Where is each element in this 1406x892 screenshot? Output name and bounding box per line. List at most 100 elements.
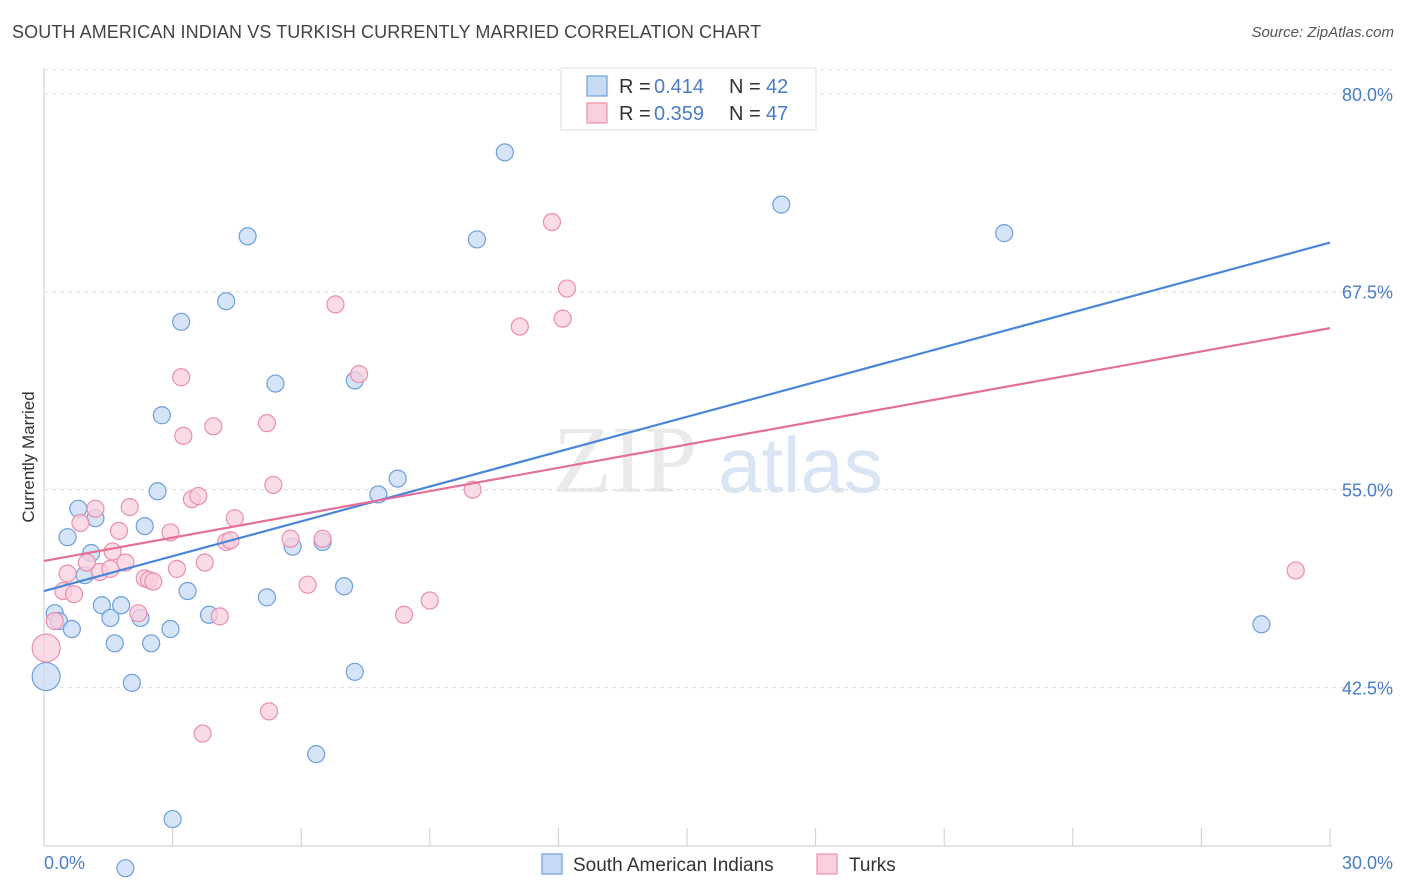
series-legend-swatch-blue: [541, 853, 563, 875]
y-axis-title: Currently Married: [19, 391, 38, 522]
point-south-american-indians: [345, 662, 364, 681]
point-turks: [394, 605, 414, 624]
point-south-american-indians: [161, 619, 180, 639]
grid-lines: [44, 69, 1392, 689]
point-turks: [510, 317, 529, 336]
point-turks: [326, 295, 345, 314]
point-south-american-indians: [58, 528, 77, 547]
point-turks: [349, 364, 369, 384]
point-turks: [463, 480, 482, 499]
point-turks: [420, 591, 439, 610]
point-turks: [45, 612, 64, 631]
point-south-american-indians: [101, 608, 120, 628]
point-south-american-indians: [238, 227, 257, 246]
legend-r-value-blue: 0.414: [654, 76, 704, 98]
x-tick-label-max: 30.0%: [1342, 853, 1393, 873]
point-turks: [557, 279, 577, 298]
point-south-american-indians: [163, 809, 182, 829]
point-turks: [553, 309, 572, 328]
point-turks: [174, 426, 193, 445]
point-turks: [204, 417, 223, 436]
point-south-american-indians: [172, 312, 191, 331]
trend-line-south-american-indians: [43, 241, 1331, 593]
point-turks: [257, 414, 277, 433]
point-south-american-indians: [334, 577, 354, 596]
point-turks: [144, 572, 163, 591]
source-label: Source: ZipAtlas.com: [1251, 24, 1394, 41]
y-tick-label: 42.5%: [1342, 679, 1393, 699]
point-turks: [542, 212, 562, 232]
point-turks: [1286, 561, 1305, 580]
point-south-american-indians: [1252, 615, 1271, 634]
point-turks: [71, 513, 90, 533]
x-tick-marks: [43, 828, 1331, 846]
point-turks: [172, 368, 191, 387]
legend-n-value-blue: 42: [766, 76, 788, 98]
series-turks-points: [31, 212, 1305, 743]
point-turks: [31, 633, 61, 663]
point-south-american-indians: [31, 661, 61, 692]
point-south-american-indians: [112, 596, 131, 615]
series-legend-label-pink: Turks: [849, 855, 896, 876]
legend-n-label-blue: N =: [729, 76, 761, 98]
point-south-american-indians: [388, 469, 407, 488]
point-south-american-indians: [217, 292, 236, 311]
y-tick-label: 67.5%: [1342, 283, 1393, 303]
point-turks: [64, 585, 84, 604]
point-south-american-indians: [116, 859, 135, 878]
point-turks: [210, 607, 229, 626]
legend-r-value-pink: 0.359: [654, 103, 704, 125]
point-south-american-indians: [467, 230, 487, 249]
legend-n-label-pink: N =: [729, 103, 761, 125]
y-tick-labels: 80.0% 67.5% 55.0% 42.5%: [1342, 85, 1393, 699]
point-turks: [58, 564, 77, 583]
point-turks: [264, 475, 283, 495]
series-south-american-indians-points: [31, 143, 1271, 878]
point-south-american-indians: [266, 374, 285, 393]
point-turks: [281, 529, 300, 548]
point-south-american-indians: [178, 581, 197, 601]
point-turks: [313, 529, 332, 548]
point-south-american-indians: [62, 619, 81, 639]
legend-swatch-blue: [586, 75, 608, 97]
point-south-american-indians: [142, 634, 161, 653]
watermark: ZIP atlas: [553, 406, 883, 513]
point-south-american-indians: [307, 745, 326, 764]
point-south-american-indians: [122, 673, 141, 692]
chart-title: SOUTH AMERICAN INDIAN VS TURKISH CURRENT…: [12, 22, 762, 42]
trend-line-turks: [43, 327, 1331, 563]
legend-r-label-pink: R =: [619, 103, 651, 125]
point-turks: [298, 575, 317, 594]
legend-swatch-pink: [586, 102, 608, 124]
point-south-american-indians: [92, 596, 111, 615]
point-turks: [109, 521, 129, 540]
point-south-american-indians: [772, 195, 791, 214]
watermark-zip: ZIP: [553, 406, 697, 513]
point-turks: [195, 553, 214, 572]
legend-r-label-blue: R =: [619, 76, 651, 98]
series-legend-label-blue: South American Indians: [573, 855, 774, 876]
point-south-american-indians: [105, 634, 124, 653]
trend-lines: [43, 241, 1331, 593]
point-south-american-indians: [257, 588, 277, 607]
point-south-american-indians: [135, 516, 154, 536]
point-south-american-indians: [148, 482, 167, 501]
point-turks: [259, 702, 279, 721]
series-legend: South American Indians Turks: [541, 853, 896, 876]
point-south-american-indians: [152, 406, 171, 425]
series-legend-swatch-pink: [816, 853, 838, 875]
y-tick-label: 80.0%: [1342, 85, 1393, 105]
watermark-atlas: atlas: [718, 421, 883, 509]
point-turks: [129, 604, 148, 623]
point-turks: [86, 499, 105, 518]
x-tick-label-min: 0.0%: [44, 853, 85, 873]
point-turks: [120, 497, 139, 517]
point-turks: [189, 486, 208, 506]
stats-legend: R = 0.414 N = 42 R = 0.359 N = 47: [560, 67, 817, 131]
point-turks: [167, 559, 186, 578]
point-turks: [225, 509, 244, 528]
y-tick-label: 55.0%: [1342, 481, 1393, 501]
legend-n-value-pink: 47: [766, 103, 788, 125]
point-turks: [193, 724, 212, 743]
